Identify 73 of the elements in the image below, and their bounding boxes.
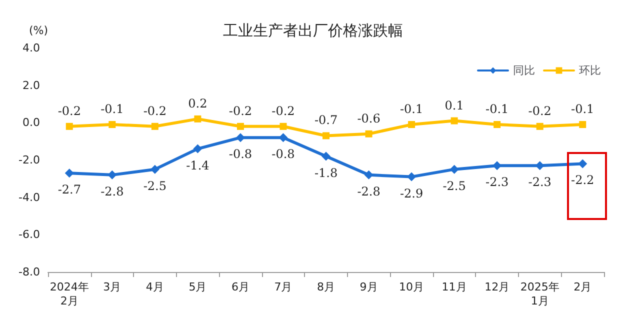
data-label: -0.1 xyxy=(486,102,509,116)
point xyxy=(494,121,501,128)
point xyxy=(150,164,160,174)
chart-title: 工业生产者出厂价格涨跌幅 xyxy=(223,22,403,40)
y-tick-label: -8.0 xyxy=(18,266,40,278)
point xyxy=(407,172,416,182)
point xyxy=(578,159,588,168)
x-tick-label: 7月 xyxy=(274,280,292,294)
x-tick-label: 2月 xyxy=(574,280,592,294)
x-tick-label: 10月 xyxy=(399,280,424,294)
data-label: -0.1 xyxy=(100,102,124,116)
point xyxy=(322,132,330,140)
data-label: -1.4 xyxy=(186,158,210,172)
data-label: -0.2 xyxy=(272,104,295,118)
legend-label: 同比 xyxy=(513,64,535,77)
data-label: -0.1 xyxy=(400,102,424,116)
y-axis-title: (%) xyxy=(28,24,48,37)
data-label: -2.3 xyxy=(486,175,509,190)
point xyxy=(408,121,416,128)
point xyxy=(64,168,74,178)
point xyxy=(579,121,586,128)
y-tick-label: -6.0 xyxy=(18,228,40,242)
y-tick-label: 2.0 xyxy=(22,78,40,92)
data-label: -2.9 xyxy=(400,186,424,200)
point xyxy=(193,144,202,154)
data-label: -0.1 xyxy=(571,102,594,116)
data-label: -0.2 xyxy=(143,104,166,118)
point xyxy=(322,152,330,161)
point xyxy=(364,170,374,180)
x-tick-label: 2025年 1月 xyxy=(520,280,560,308)
point xyxy=(236,133,245,142)
point xyxy=(108,121,116,128)
x-tick-label: 6月 xyxy=(231,280,250,294)
x-tick-label: 3月 xyxy=(103,280,122,294)
y-tick-label: 0.0 xyxy=(22,116,40,130)
data-label: 0.1 xyxy=(444,98,464,112)
data-label: -0.8 xyxy=(228,147,252,162)
point xyxy=(194,115,202,122)
data-label: -2.5 xyxy=(143,178,166,193)
point xyxy=(365,130,372,138)
data-label: -2.5 xyxy=(442,178,466,193)
data-label: -2.2 xyxy=(571,173,594,188)
data-label: -0.8 xyxy=(272,147,295,162)
point xyxy=(108,170,117,180)
data-label: -0.2 xyxy=(528,104,552,118)
x-tick-label: 9月 xyxy=(360,280,378,294)
x-tick-label: 11月 xyxy=(442,280,467,294)
y-tick-label: -4.0 xyxy=(18,190,40,204)
x-tick-label: 4月 xyxy=(146,280,164,294)
point xyxy=(450,164,459,174)
data-label: -0.2 xyxy=(58,104,81,118)
x-tick-label: 8月 xyxy=(317,280,335,294)
data-label: -0.2 xyxy=(228,104,252,118)
data-label: 0.2 xyxy=(188,96,208,110)
point xyxy=(536,122,544,130)
point xyxy=(236,122,244,130)
legend-label: 环比 xyxy=(579,64,601,77)
data-label: -1.8 xyxy=(314,166,338,180)
point xyxy=(66,122,73,130)
data-label: -2.8 xyxy=(357,184,380,198)
x-tick-label: 12月 xyxy=(484,280,510,294)
data-label: -0.6 xyxy=(357,111,380,126)
point xyxy=(280,122,287,130)
data-label: -2.8 xyxy=(100,184,124,198)
point xyxy=(450,117,458,124)
data-label: -0.7 xyxy=(314,113,338,128)
x-tick-label: 5月 xyxy=(188,280,207,294)
x-tick-label: 2024年 2月 xyxy=(50,280,89,308)
data-label: -2.3 xyxy=(528,175,552,190)
data-label: -2.7 xyxy=(58,182,81,197)
y-tick-label: 4.0 xyxy=(22,42,40,54)
point xyxy=(151,122,158,130)
y-tick-label: -2.0 xyxy=(18,154,40,166)
